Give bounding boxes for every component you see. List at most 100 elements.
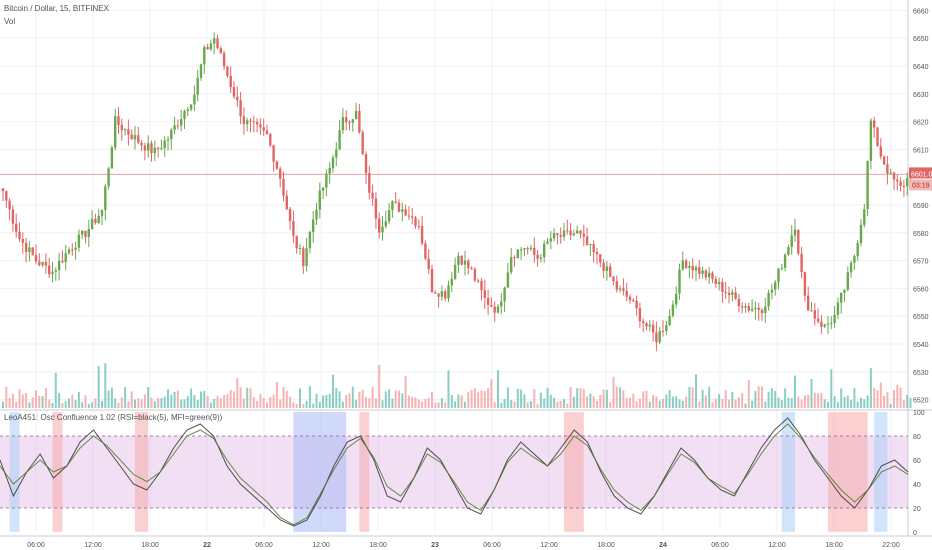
candle-body	[559, 235, 562, 237]
volume-bar	[64, 401, 67, 408]
candle	[519, 246, 523, 260]
candle-body	[298, 248, 302, 250]
candle	[632, 298, 635, 303]
candle-body	[849, 262, 853, 273]
candle-body	[176, 125, 180, 127]
volume-bar	[312, 403, 315, 408]
candle-body	[750, 308, 754, 311]
volume-bar	[361, 389, 364, 408]
candle	[569, 222, 572, 240]
candle-body	[107, 168, 110, 187]
candle	[186, 106, 189, 117]
candle-body	[698, 267, 701, 275]
candle-body	[513, 257, 516, 259]
volume-bar	[698, 401, 701, 408]
candle	[279, 166, 282, 188]
candle-body	[74, 247, 77, 250]
volume-bar	[186, 396, 189, 408]
candle-body	[262, 127, 265, 131]
volume-bar	[850, 399, 853, 408]
candle	[265, 124, 269, 135]
time-tick-label: 12:00	[540, 542, 558, 549]
volume-bar	[97, 365, 100, 408]
volume-legend: Vol	[4, 17, 16, 26]
candle-body	[417, 225, 420, 227]
candle	[651, 320, 655, 342]
candle-body	[797, 229, 800, 254]
candle	[226, 65, 229, 78]
volume-bar	[566, 403, 569, 408]
candle	[156, 146, 160, 158]
volume-bar	[163, 396, 166, 408]
candle-body	[721, 281, 724, 293]
candle	[48, 257, 51, 279]
volume-bar	[398, 390, 400, 408]
volume-bar	[846, 395, 849, 408]
candle-body	[246, 120, 249, 125]
volume-bar	[157, 398, 160, 408]
candle-body	[734, 292, 737, 299]
candle-body	[843, 289, 846, 293]
volume-bar	[437, 402, 440, 408]
volume-bar	[454, 401, 457, 408]
candle	[463, 250, 467, 276]
candle-body	[232, 87, 236, 97]
candle-body	[170, 129, 173, 140]
candle	[318, 182, 321, 219]
candle-body	[543, 243, 546, 258]
candle	[658, 326, 661, 345]
candle-body	[793, 229, 797, 236]
volume-bar	[582, 389, 585, 408]
volume-bar	[787, 397, 790, 408]
price-tick-label: 6560	[913, 286, 929, 293]
candle-body	[780, 267, 783, 269]
volume-bar	[302, 403, 305, 408]
candle	[873, 116, 876, 138]
volume-bar	[407, 395, 410, 408]
volume-bar	[530, 401, 532, 408]
volume-bar	[223, 395, 226, 408]
candle-body	[648, 324, 651, 327]
volume-bar	[269, 397, 272, 408]
volume-bar	[902, 400, 905, 408]
candles	[1, 32, 912, 352]
volume-bar	[770, 388, 773, 408]
price-tick-label: 6620	[913, 120, 929, 127]
candle-body	[483, 290, 486, 298]
volume-bar	[833, 396, 836, 408]
candle	[453, 257, 457, 281]
candle-body	[615, 281, 618, 290]
candle	[602, 259, 605, 279]
candle-body	[206, 46, 209, 50]
volume-bar	[322, 395, 325, 408]
candle-body	[444, 291, 447, 299]
volume-bar	[774, 390, 777, 408]
candle	[711, 271, 714, 284]
candle	[671, 300, 675, 318]
candle-body	[500, 301, 503, 307]
oscillator-tick-label: 100	[913, 410, 925, 417]
candle	[166, 136, 170, 151]
candle-body	[84, 230, 87, 238]
candle	[731, 289, 734, 302]
candle-body	[160, 148, 163, 150]
candle-body	[529, 247, 533, 250]
volume-bar	[25, 393, 28, 408]
volume-bar	[823, 399, 826, 408]
volume-bar	[757, 386, 760, 408]
volume-bar	[229, 389, 232, 408]
volume-bar	[563, 399, 565, 408]
candle-body	[810, 310, 813, 312]
candle-body	[325, 173, 328, 188]
oscillator-series-rsi	[0, 417, 909, 527]
candle-body	[259, 124, 262, 128]
volume-bar	[206, 395, 209, 408]
volume-bar	[200, 391, 202, 408]
volume-bar	[645, 390, 648, 408]
candle-body	[582, 233, 585, 237]
candle-body	[38, 261, 41, 266]
candle-body	[873, 120, 876, 128]
volume-bar	[526, 402, 529, 408]
volume-bar	[751, 400, 754, 408]
